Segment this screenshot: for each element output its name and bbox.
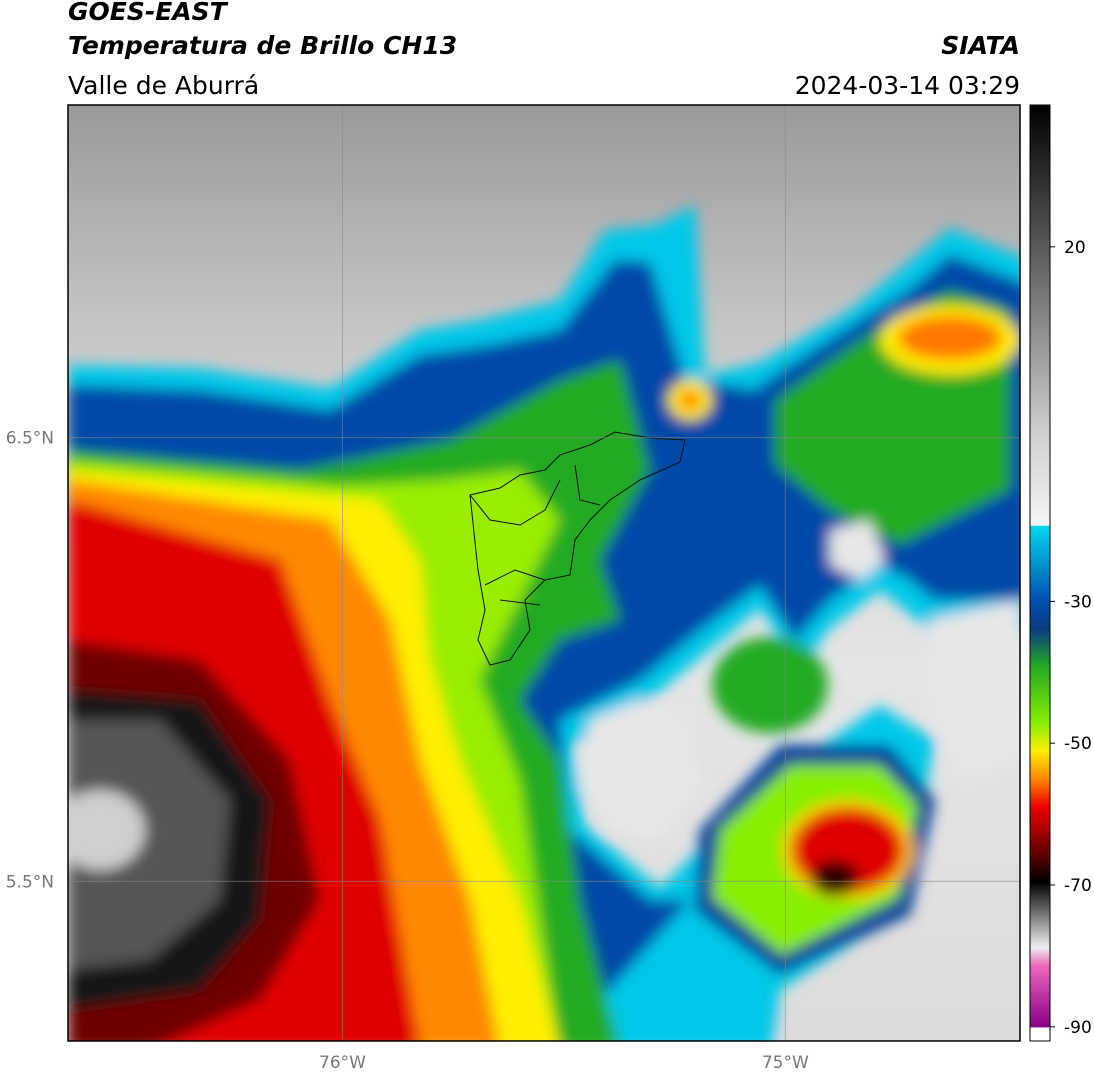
colorbar	[1029, 104, 1051, 1042]
colorbar-tick-label: -70	[1064, 876, 1092, 896]
colorbar-tick-label: 20	[1064, 238, 1086, 258]
product: Temperatura de Brillo CH13	[68, 31, 457, 60]
region: Valle de Aburrá	[68, 71, 259, 100]
source: SIATA	[941, 31, 1020, 60]
imagery	[68, 105, 1020, 1041]
lat-tick-label: 6.5°N	[6, 429, 54, 449]
colorbar-tick-label: -90	[1064, 1018, 1092, 1038]
datetime: 2024-03-14 03:29	[795, 71, 1020, 100]
satellite: GOES-EAST	[68, 0, 229, 26]
lat-tick-label: 5.5°N	[6, 872, 54, 892]
municipal-boundaries	[469, 431, 686, 666]
colorbar-tick-label: -50	[1064, 734, 1092, 754]
colorbar-tick-label: -30	[1064, 592, 1092, 612]
map-frame	[67, 104, 1021, 1042]
lon-tick-label: 75°W	[762, 1053, 809, 1073]
lon-tick-label: 76°W	[319, 1053, 366, 1073]
